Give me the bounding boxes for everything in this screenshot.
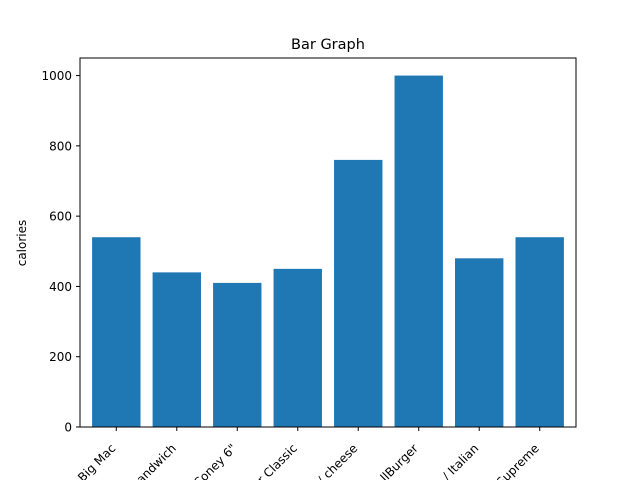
bar-4 [334,159,383,427]
bar-2 [213,282,262,427]
y-tick-label-1: 200 [49,350,72,364]
y-tick-label-2: 400 [49,280,72,294]
y-axis-label: calories [15,220,29,267]
bar-7 [515,237,564,427]
bar-3 [273,268,322,427]
y-tick-label-3: 600 [49,210,72,224]
bar-1 [152,272,201,427]
bar-6 [455,258,504,427]
bar-5 [394,75,443,427]
y-tick-label-4: 800 [49,139,72,153]
y-axis-ticks: 0 200 400 600 800 1000 [41,69,80,435]
y-tick-label-0: 0 [64,421,72,435]
y-tick-label-5: 1000 [41,69,72,83]
bar-0 [92,237,141,427]
chart-title: Bar Graph [291,37,365,53]
bars-group [92,75,564,427]
plot-frame [79,57,577,428]
